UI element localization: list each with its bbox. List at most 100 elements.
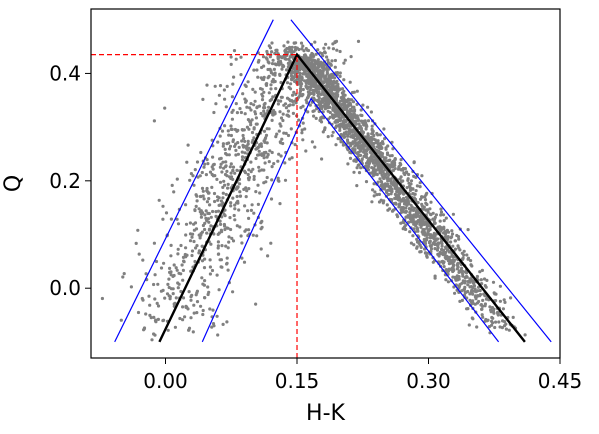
scatter-point bbox=[425, 202, 429, 207]
scatter-point bbox=[469, 300, 473, 304]
scatter-point bbox=[400, 209, 404, 213]
scatter-point bbox=[200, 276, 204, 280]
scatter-point bbox=[176, 281, 180, 285]
scatter-point bbox=[503, 300, 507, 304]
scatter-point bbox=[314, 66, 318, 70]
scatter-point bbox=[338, 118, 343, 122]
scatter-point bbox=[185, 253, 189, 257]
scatter-point bbox=[460, 266, 464, 270]
scatter-point bbox=[237, 208, 241, 212]
scatter-point bbox=[466, 283, 470, 287]
scatter-point bbox=[432, 236, 436, 240]
scatter-point bbox=[264, 56, 268, 60]
scatter-point bbox=[415, 184, 419, 188]
scatter-point bbox=[342, 135, 346, 139]
scatter-point bbox=[460, 298, 464, 302]
scatter-point bbox=[202, 197, 206, 201]
scatter-point bbox=[251, 233, 255, 237]
scatter-point bbox=[283, 178, 288, 182]
scatter-point bbox=[286, 133, 291, 138]
scatter-point bbox=[453, 291, 457, 295]
scatter-point bbox=[364, 127, 368, 131]
scatter-point bbox=[415, 221, 419, 226]
scatter-point bbox=[466, 257, 470, 261]
scatter-point bbox=[273, 62, 277, 66]
scatter-point bbox=[288, 103, 292, 107]
scatter-point bbox=[242, 260, 247, 264]
scatter-point bbox=[174, 296, 178, 300]
scatter-point bbox=[271, 77, 275, 82]
scatter-point bbox=[266, 254, 270, 258]
scatter-point bbox=[279, 116, 284, 120]
scatter-point bbox=[379, 184, 383, 188]
scatter-point bbox=[453, 247, 458, 251]
scatter-point bbox=[366, 165, 370, 169]
scatter-point bbox=[186, 143, 190, 147]
scatter-point bbox=[326, 109, 330, 113]
scatter-point bbox=[206, 211, 210, 215]
scatter-point bbox=[262, 90, 266, 94]
scatter-point bbox=[203, 227, 207, 232]
scatter-point bbox=[490, 323, 494, 327]
scatter-point bbox=[351, 147, 355, 151]
scatter-point bbox=[249, 170, 253, 174]
scatter-point bbox=[203, 279, 207, 283]
scatter-point bbox=[471, 285, 475, 290]
scatter-point bbox=[253, 110, 257, 114]
scatter-point bbox=[305, 96, 310, 100]
scatter-point bbox=[319, 116, 323, 120]
scatter-point bbox=[233, 171, 237, 175]
scatter-point bbox=[247, 168, 251, 172]
scatter-point bbox=[375, 193, 379, 197]
scatter-point bbox=[255, 68, 259, 72]
scatter-point bbox=[362, 123, 366, 127]
scatter-point bbox=[152, 332, 156, 336]
scatter-point bbox=[327, 85, 332, 89]
scatter-point bbox=[246, 142, 250, 146]
scatter-point bbox=[279, 61, 283, 65]
scatter-point bbox=[345, 104, 349, 108]
scatter-point bbox=[313, 40, 317, 44]
scatter-point bbox=[277, 129, 281, 133]
scatter-point bbox=[329, 63, 333, 67]
scatter-point bbox=[192, 222, 196, 226]
scatter-point bbox=[205, 83, 209, 87]
scatter-point bbox=[494, 320, 498, 324]
scatter-point bbox=[299, 41, 304, 45]
scatter-point bbox=[186, 307, 190, 311]
scatter-point bbox=[327, 46, 331, 50]
scatter-point bbox=[223, 147, 227, 151]
scatter-point bbox=[339, 140, 343, 144]
scatter-point bbox=[345, 108, 349, 112]
scatter-point bbox=[433, 276, 437, 280]
scatter-point bbox=[397, 203, 401, 207]
scatter-point bbox=[402, 196, 406, 201]
scatter-point bbox=[378, 154, 383, 158]
scatter-point bbox=[478, 288, 482, 293]
scatter-point bbox=[316, 48, 320, 52]
scatter-point bbox=[178, 316, 182, 321]
scatter-point bbox=[364, 121, 368, 125]
scatter-point bbox=[220, 244, 224, 248]
scatter-point bbox=[377, 200, 382, 204]
scatter-point bbox=[272, 162, 276, 166]
scatter-point bbox=[222, 179, 226, 183]
scatter-point bbox=[200, 186, 205, 190]
scatter-point bbox=[243, 151, 247, 155]
scatter-point bbox=[305, 101, 309, 105]
scatter-point bbox=[235, 194, 239, 199]
scatter-point bbox=[257, 149, 261, 153]
scatter-point bbox=[257, 104, 262, 108]
scatter-point bbox=[369, 110, 373, 114]
scatter-point bbox=[334, 143, 338, 147]
scatter-point bbox=[259, 247, 263, 251]
scatter-point bbox=[342, 99, 347, 103]
scatter-point bbox=[201, 189, 205, 193]
scatter-point bbox=[235, 224, 239, 228]
scatter-point bbox=[254, 147, 258, 151]
scatter-point bbox=[211, 209, 215, 214]
scatter-point bbox=[309, 55, 313, 60]
scatter-point bbox=[276, 176, 280, 180]
scatter-point bbox=[367, 158, 371, 162]
scatter-point bbox=[469, 263, 473, 267]
